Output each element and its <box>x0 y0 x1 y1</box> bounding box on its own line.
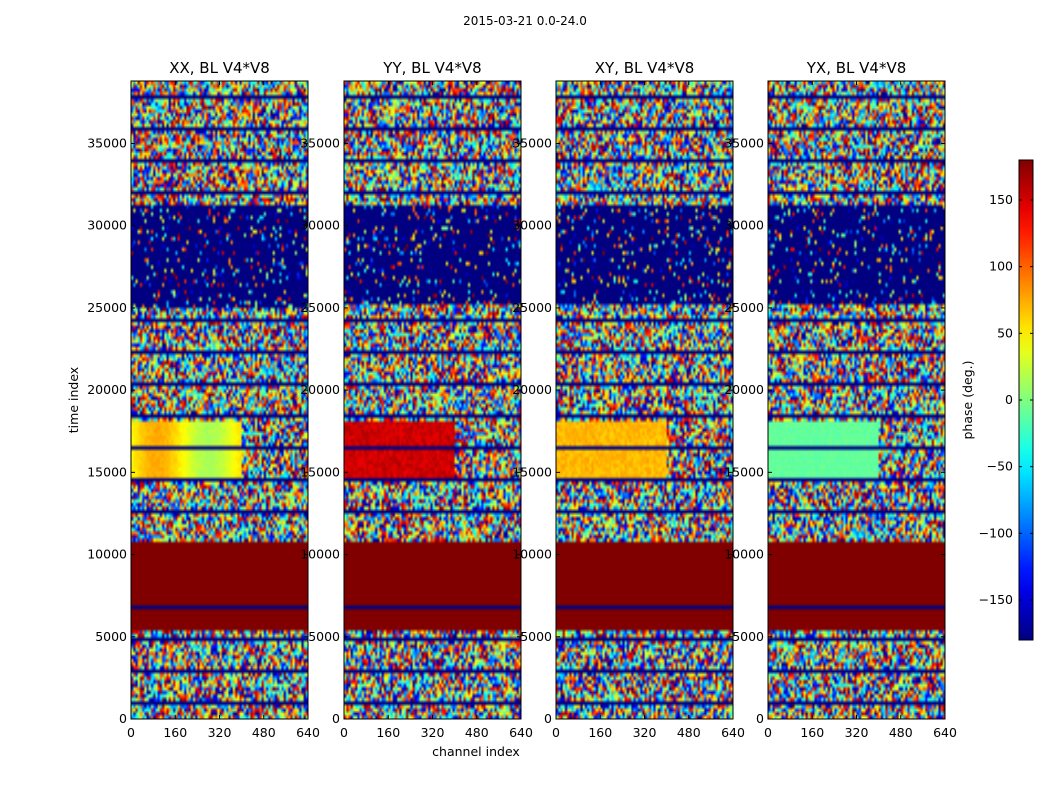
y-tick-label: 25000 <box>300 300 340 315</box>
figure-suptitle: 2015-03-21 0.0-24.0 <box>463 14 587 28</box>
panel-yx: YX, BL V4*V8 0 160 320 480 640 0 5000 10000 15000… <box>724 59 957 740</box>
panel-xx: XX, BL V4*V8 0 160 320 480 640 0 5000 10000 15000… <box>87 59 320 740</box>
y-tick-label: 20000 <box>512 382 552 397</box>
y-tick-label: 30000 <box>300 218 340 233</box>
y-tick-label: 30000 <box>87 218 127 233</box>
panel-title: YY, BL V4*V8 <box>382 59 481 77</box>
y-tick-label: 10000 <box>724 547 764 562</box>
panel-heatmap <box>344 81 521 719</box>
x-tick-label: 480 <box>252 725 276 740</box>
y-tick-label: 5000 <box>95 629 127 644</box>
panel-xy: XY, BL V4*V8 0 160 320 480 640 0 5000 10000 15000… <box>512 59 745 740</box>
colorbar-tick-label: 100 <box>989 259 1013 274</box>
x-axis-label: channel index <box>432 744 520 759</box>
y-tick-label: 30000 <box>724 218 764 233</box>
y-tick-label: 10000 <box>512 547 552 562</box>
x-tick-label: 480 <box>677 725 701 740</box>
panel-heatmap <box>768 81 945 719</box>
y-tick-label: 0 <box>544 711 552 726</box>
y-tick-label: 0 <box>119 711 127 726</box>
panel-title: XY, BL V4*V8 <box>595 59 695 77</box>
y-axis-label: time index <box>66 367 81 433</box>
x-tick-label: 640 <box>933 725 957 740</box>
colorbar-label: phase (deg.) <box>960 361 975 440</box>
panel-title: XX, BL V4*V8 <box>169 59 270 77</box>
colorbar: 150 100 50 0 −50 −100 −150 phase (deg.) <box>960 159 1034 641</box>
x-tick-label: 320 <box>421 725 445 740</box>
y-tick-label: 10000 <box>300 547 340 562</box>
x-tick-label: 640 <box>721 725 745 740</box>
panel-yy: YY, BL V4*V8 0 160 320 480 640 0 5000 10000 15000… <box>300 59 533 740</box>
panel-heatmap <box>131 81 308 719</box>
y-tick-label: 30000 <box>512 218 552 233</box>
colorbar-tick-label: 50 <box>997 325 1013 340</box>
y-tick-label: 25000 <box>724 300 764 315</box>
x-tick-label: 160 <box>588 725 612 740</box>
y-tick-label: 15000 <box>724 464 764 479</box>
y-tick-label: 15000 <box>300 464 340 479</box>
x-tick-label: 160 <box>376 725 400 740</box>
colorbar-tick-label: −50 <box>987 459 1013 474</box>
colorbar-tick-label: 0 <box>1005 392 1013 407</box>
y-tick-label: 35000 <box>512 135 552 150</box>
x-tick-label: 320 <box>208 725 232 740</box>
y-tick-label: 25000 <box>512 300 552 315</box>
y-tick-label: 20000 <box>87 382 127 397</box>
y-tick-label: 5000 <box>308 629 340 644</box>
x-tick-label: 0 <box>340 725 348 740</box>
x-tick-label: 160 <box>800 725 824 740</box>
y-tick-label: 35000 <box>724 135 764 150</box>
x-tick-label: 320 <box>845 725 869 740</box>
x-tick-label: 0 <box>764 725 772 740</box>
y-tick-label: 20000 <box>724 382 764 397</box>
y-tick-label: 0 <box>756 711 764 726</box>
y-tick-label: 35000 <box>300 135 340 150</box>
y-tick-label: 20000 <box>300 382 340 397</box>
y-tick-label: 0 <box>332 711 340 726</box>
y-tick-label: 5000 <box>520 629 552 644</box>
x-tick-label: 320 <box>633 725 657 740</box>
x-tick-label: 480 <box>889 725 913 740</box>
x-tick-label: 640 <box>296 725 320 740</box>
y-tick-label: 15000 <box>512 464 552 479</box>
panel-title: YX, BL V4*V8 <box>806 59 907 77</box>
y-tick-label: 5000 <box>732 629 764 644</box>
x-tick-label: 640 <box>509 725 533 740</box>
y-tick-label: 15000 <box>87 464 127 479</box>
x-tick-label: 0 <box>127 725 135 740</box>
colorbar-tick-label: 150 <box>989 192 1013 207</box>
y-tick-label: 10000 <box>87 547 127 562</box>
y-tick-label: 35000 <box>87 135 127 150</box>
colorbar-tick-label: −100 <box>979 525 1013 540</box>
colorbar-tick-label: −150 <box>979 592 1013 607</box>
x-tick-label: 160 <box>163 725 187 740</box>
x-tick-label: 0 <box>552 725 560 740</box>
x-tick-label: 480 <box>465 725 489 740</box>
panel-heatmap <box>556 81 733 719</box>
y-tick-label: 25000 <box>87 300 127 315</box>
